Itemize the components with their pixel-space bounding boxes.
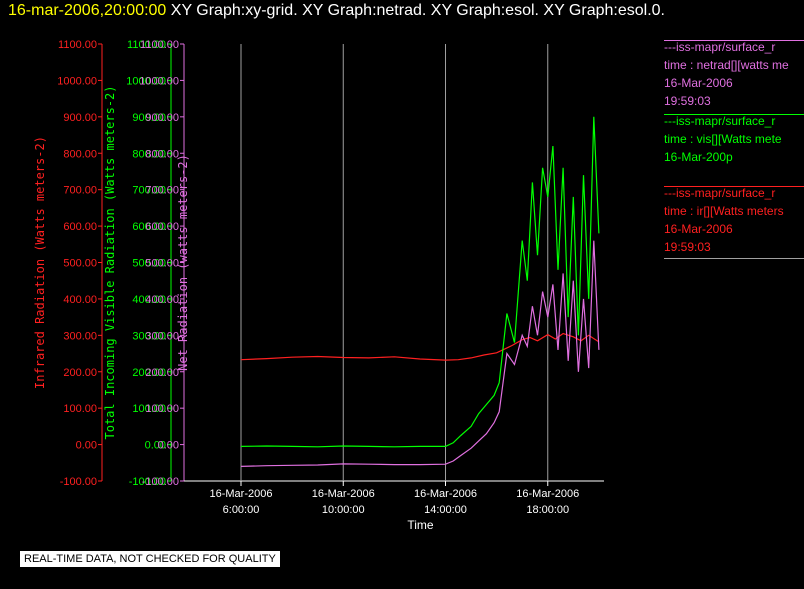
legend-line: time : ir[][Watts meters: [664, 204, 784, 218]
legend-line: 19:59:03: [664, 94, 711, 108]
title-graph-list: XY Graph:xy-grid. XY Graph:netrad. XY Gr…: [170, 2, 665, 19]
y-tick-label-ir: 200.00: [63, 367, 97, 379]
legend-line: ---iss-mapr/surface_r: [664, 186, 776, 200]
x-tick-label-date: 16-Mar-2006: [210, 488, 273, 500]
y-tick-label-net: 600.00: [145, 221, 179, 233]
y-tick-label-vis: 0.00: [145, 440, 166, 452]
title-timestamp: 16-mar-2006,20:00:00: [8, 2, 167, 19]
legend-line: time : netrad[][watts me: [664, 58, 789, 72]
y-tick-label-ir: 400.00: [63, 294, 97, 306]
x-tick-label-time: 14:00:00: [424, 504, 467, 516]
y-tick-label-vis: 800.00: [132, 148, 166, 160]
y-tick-label-vis: -100.00: [129, 476, 166, 488]
x-tick-label-time: 6:00:00: [223, 504, 260, 516]
y-tick-label-ir: 700.00: [63, 185, 97, 197]
legend-line: 19:59:03: [664, 240, 711, 254]
x-tick-label-date: 16-Mar-2006: [414, 488, 477, 500]
legend-separator: [664, 40, 804, 41]
y-tick-label-vis: 400.00: [132, 294, 166, 306]
y-axis-label-vis: Total Incoming Visible Radiation (Watts …: [103, 85, 117, 439]
y-tick-label-net: 400.00: [145, 294, 179, 306]
y-tick-label-ir: 1000.00: [57, 75, 97, 87]
y-tick-label-net: 200.00: [145, 367, 179, 379]
legend-separator: [664, 186, 804, 187]
legend-line: 16-Mar-200p: [664, 150, 733, 164]
x-tick-label-time: 10:00:00: [322, 504, 365, 516]
y-tick-label-vis: 1000.00: [126, 75, 166, 87]
y-tick-label-net: 1000.00: [139, 75, 179, 87]
y-tick-label-ir: 900.00: [63, 112, 97, 124]
quality-notice: REAL-TIME DATA, NOT CHECKED FOR QUALITY: [20, 551, 280, 567]
y-tick-label-net: 300.00: [145, 330, 179, 342]
legend-line: time : vis[][Watts mete: [664, 132, 782, 146]
y-tick-label-ir: 600.00: [63, 221, 97, 233]
y-tick-label-vis: 200.00: [132, 367, 166, 379]
x-tick-label-date: 16-Mar-2006: [516, 488, 579, 500]
y-tick-label-ir: -100.00: [60, 476, 97, 488]
y-tick-label-vis: 500.00: [132, 258, 166, 270]
y-axis-label-ir: Infrared Radiation (Watts meters-2): [33, 136, 47, 389]
y-tick-label-net: 700.00: [145, 185, 179, 197]
graph-title: 16-mar-2006,20:00:00 XY Graph:xy-grid. X…: [8, 2, 665, 20]
series-line-net: [240, 240, 600, 467]
y-tick-label-net: 0.00: [158, 440, 179, 452]
y-tick-label-ir: 0.00: [76, 440, 97, 452]
y-tick-label-vis: 300.00: [132, 330, 166, 342]
y-tick-label-vis: 1100.00: [127, 39, 166, 51]
y-tick-label-vis: 100.00: [132, 403, 166, 415]
y-tick-label-net: 100.00: [145, 403, 179, 415]
y-tick-label-vis: 700.00: [132, 185, 166, 197]
y-tick-label-vis: 900.00: [132, 112, 166, 124]
y-tick-label-net: 500.00: [145, 258, 179, 270]
x-tick-label-time: 18:00:00: [526, 504, 569, 516]
series-line-ir: [240, 332, 600, 361]
y-tick-label-ir: 300.00: [63, 330, 97, 342]
y-tick-label-ir: 800.00: [63, 148, 97, 160]
y-axis-label-net: Net Radiation (watts meters-2): [176, 154, 190, 371]
y-tick-label-ir: 1100.00: [58, 39, 97, 51]
x-axis-label: Time: [407, 518, 434, 532]
y-tick-label-ir: 100.00: [63, 403, 97, 415]
x-tick-label-date: 16-Mar-2006: [312, 488, 375, 500]
y-tick-label-net: 800.00: [145, 148, 179, 160]
legend-separator: [664, 114, 804, 115]
legend-line: ---iss-mapr/surface_r: [664, 40, 776, 54]
y-tick-label-net: 1100.00: [140, 39, 179, 51]
legend-end-separator: [664, 258, 804, 259]
y-tick-label-net: -100.00: [142, 476, 179, 488]
y-tick-label-ir: 500.00: [63, 258, 97, 270]
series-line-vis: [240, 116, 600, 448]
legend-line: 16-Mar-2006: [664, 76, 733, 90]
y-tick-label-net: 900.00: [145, 112, 179, 124]
legend-line: 16-Mar-2006: [664, 222, 733, 236]
legend-line: ---iss-mapr/surface_r: [664, 114, 776, 128]
y-tick-label-vis: 600.00: [132, 221, 166, 233]
